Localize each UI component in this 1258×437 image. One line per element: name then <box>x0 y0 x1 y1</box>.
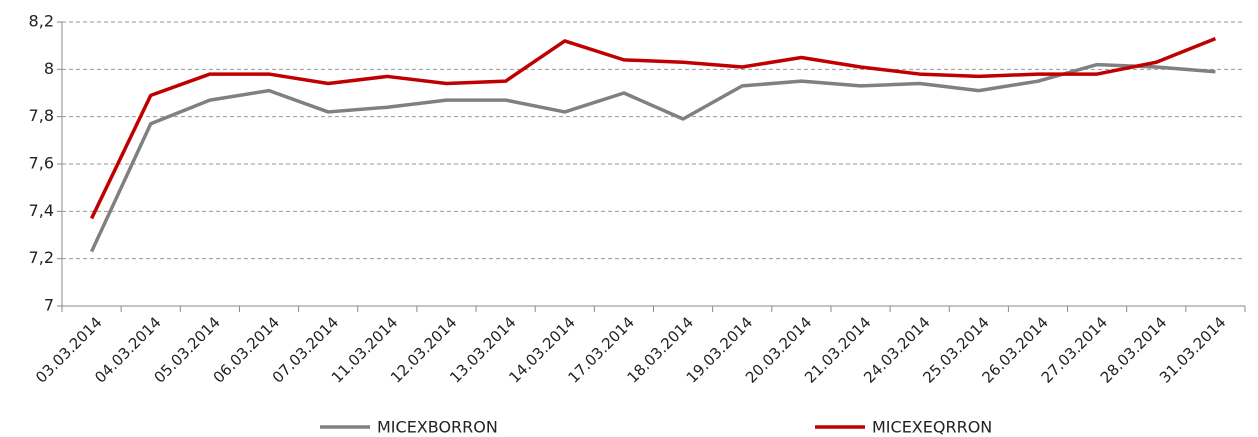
y-tick-label: 8,2 <box>29 12 54 31</box>
legend-label: MICEXEQRRON <box>872 418 992 437</box>
y-tick-label: 7,6 <box>29 154 54 173</box>
y-tick-label: 7,4 <box>29 201 54 220</box>
y-tick-label: 7,8 <box>29 106 54 125</box>
series-line <box>89 36 1217 220</box>
y-tick-label: 7 <box>44 296 54 315</box>
y-tick-label: 8 <box>44 59 54 78</box>
legend-label: MICEXBORRON <box>377 418 498 437</box>
y-tick-label: 7,2 <box>29 248 54 267</box>
series-line <box>89 62 1216 253</box>
